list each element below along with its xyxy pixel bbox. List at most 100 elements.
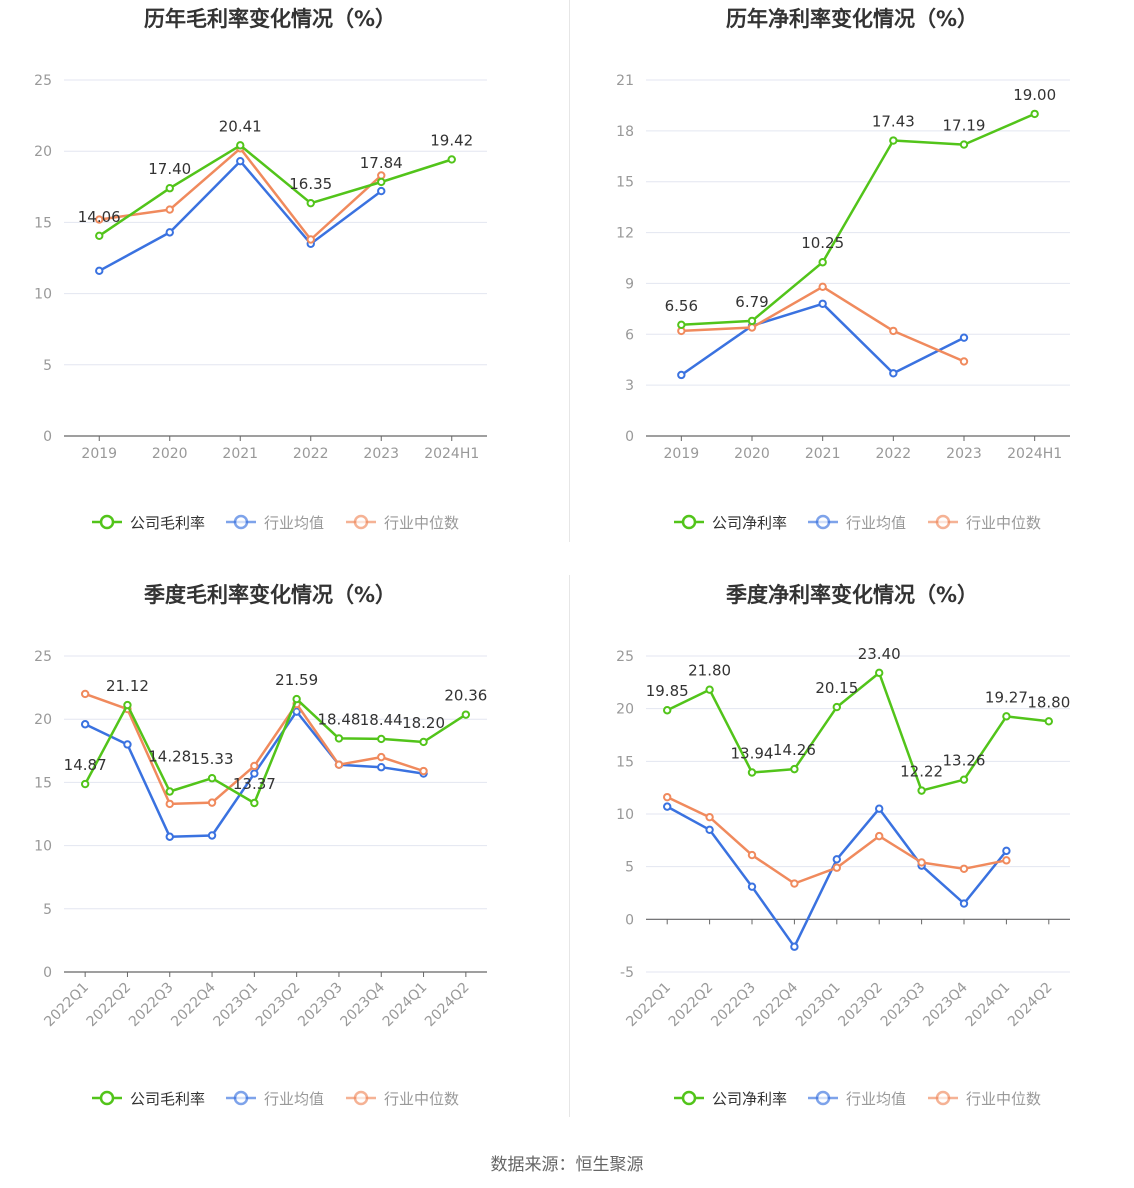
x-tick-label: 2023 [363,446,399,462]
x-tick-label: 2022Q3 [708,980,759,1031]
data-label: 19.85 [646,682,689,700]
data-point-median [419,766,428,776]
series-line-company [666,671,1049,792]
data-point-avg [889,369,898,378]
data-point-median [790,879,799,888]
data-point-median [747,850,757,860]
y-tick-label: 3 [625,378,634,394]
data-point-company [250,798,259,808]
data-point-company [959,140,969,149]
data-label: 13.94 [731,744,774,762]
data-point-median [832,863,841,872]
data-point-avg [80,720,90,729]
data-point-avg [207,831,217,840]
data-point-avg [95,266,104,276]
data-label: 21.59 [275,671,318,689]
data-label: 13.37 [233,775,276,793]
data-point-company [889,136,898,145]
legend-label: 行业均值 [264,1090,324,1108]
data-point-avg [236,156,245,166]
legend-label: 公司净利率 [712,514,787,532]
data-point-median [705,812,714,822]
data-point-avg [377,186,386,196]
vertical-divider-bottom [569,575,570,1117]
data-label: 14.87 [64,756,107,774]
data-point-company [818,258,827,267]
y-tick-label: 0 [625,429,634,445]
x-tick-label: 2023Q3 [878,980,929,1031]
data-point-median [377,752,386,762]
legend-label: 行业中位数 [966,514,1041,532]
data-label: 6.79 [735,293,768,311]
chart-panel-4: 季度净利率变化情况（%）-505101520252022Q12022Q22022… [616,583,1070,1108]
data-label: 12.22 [900,763,943,781]
data-point-company [419,737,428,747]
x-tick-label: 2023Q2 [253,980,304,1031]
legend-marker [353,514,369,530]
data-point-median [875,831,884,841]
data-point-company [306,198,315,208]
data-point-company [165,184,174,193]
legend-item-company: 公司毛利率 [92,1090,205,1108]
data-label: 19.00 [1013,86,1056,104]
y-tick-label: 5 [43,902,52,918]
series-line-avg [666,805,1008,948]
x-tick-label: 2022 [293,446,329,462]
x-tick-label: 2022Q1 [41,980,92,1031]
x-tick-label: 2023Q3 [295,980,346,1031]
chart-panel-2: 历年净利率变化情况（%） 0 3 6 9 12 15 18 21 2019 2020 2021 2022… [616,7,1070,532]
chart-title: 季度净利率变化情况（%） [726,583,978,607]
data-point-avg [790,942,799,951]
legend-marker [233,1090,249,1106]
data-label: 17.40 [148,160,191,178]
data-point-company [917,786,926,795]
data-point-avg [1002,846,1011,856]
legend-item-median: 行业中位数 [346,1090,459,1108]
y-tick-label: 10 [34,287,52,303]
data-label: 18.44 [360,711,403,729]
y-tick-label: 9 [625,276,634,292]
data-point-median [377,171,386,180]
data-point-avg [123,740,132,749]
data-point-avg [250,769,259,778]
data-label: 19.27 [985,688,1028,706]
legend-label: 行业中位数 [384,514,459,532]
data-label: 23.40 [858,645,901,663]
data-label: 20.36 [444,687,487,705]
data-point-company [95,231,104,240]
legend-item-company: 公司净利率 [674,514,787,532]
y-tick-label: 15 [616,754,634,770]
data-point-median [747,323,757,332]
y-tick-label: 25 [34,73,52,89]
legend-marker [99,1090,115,1106]
x-tick-label: 2023Q4 [920,979,971,1030]
chart-panel-1: 历年毛利率变化情况（%） 0 5 10 15 20 25 2019 2020 2021 2022 20… [34,7,487,532]
x-tick-label: 2023Q1 [211,980,262,1031]
x-tick-label: 2024H1 [424,446,479,462]
y-tick-label: 25 [34,649,52,665]
data-point-avg [705,825,714,834]
chart-title: 季度毛利率变化情况（%） [144,583,396,607]
y-tick-label: 15 [616,175,634,191]
data-point-median [250,761,259,771]
data-label: 20.41 [219,117,262,135]
data-label: 13.26 [943,752,986,770]
data-point-median [959,357,969,366]
data-label: 14.06 [78,208,121,226]
data-label: 16.35 [289,175,332,193]
data-point-company [747,316,757,326]
x-tick-label: 2019 [664,446,700,462]
legend-item-company: 公司毛利率 [92,514,205,532]
data-label: 17.84 [360,154,403,172]
legend-item-avg: 行业均值 [226,1090,324,1108]
data-point-avg [677,370,686,380]
x-tick-label: 2023Q4 [337,979,388,1030]
y-tick-label: 25 [616,649,634,665]
x-tick-label: 2022 [876,446,912,462]
data-point-company [80,779,90,789]
data-point-company [461,710,471,719]
data-point-median [663,792,672,802]
data-point-company [377,177,386,187]
legend-marker [935,1090,951,1106]
